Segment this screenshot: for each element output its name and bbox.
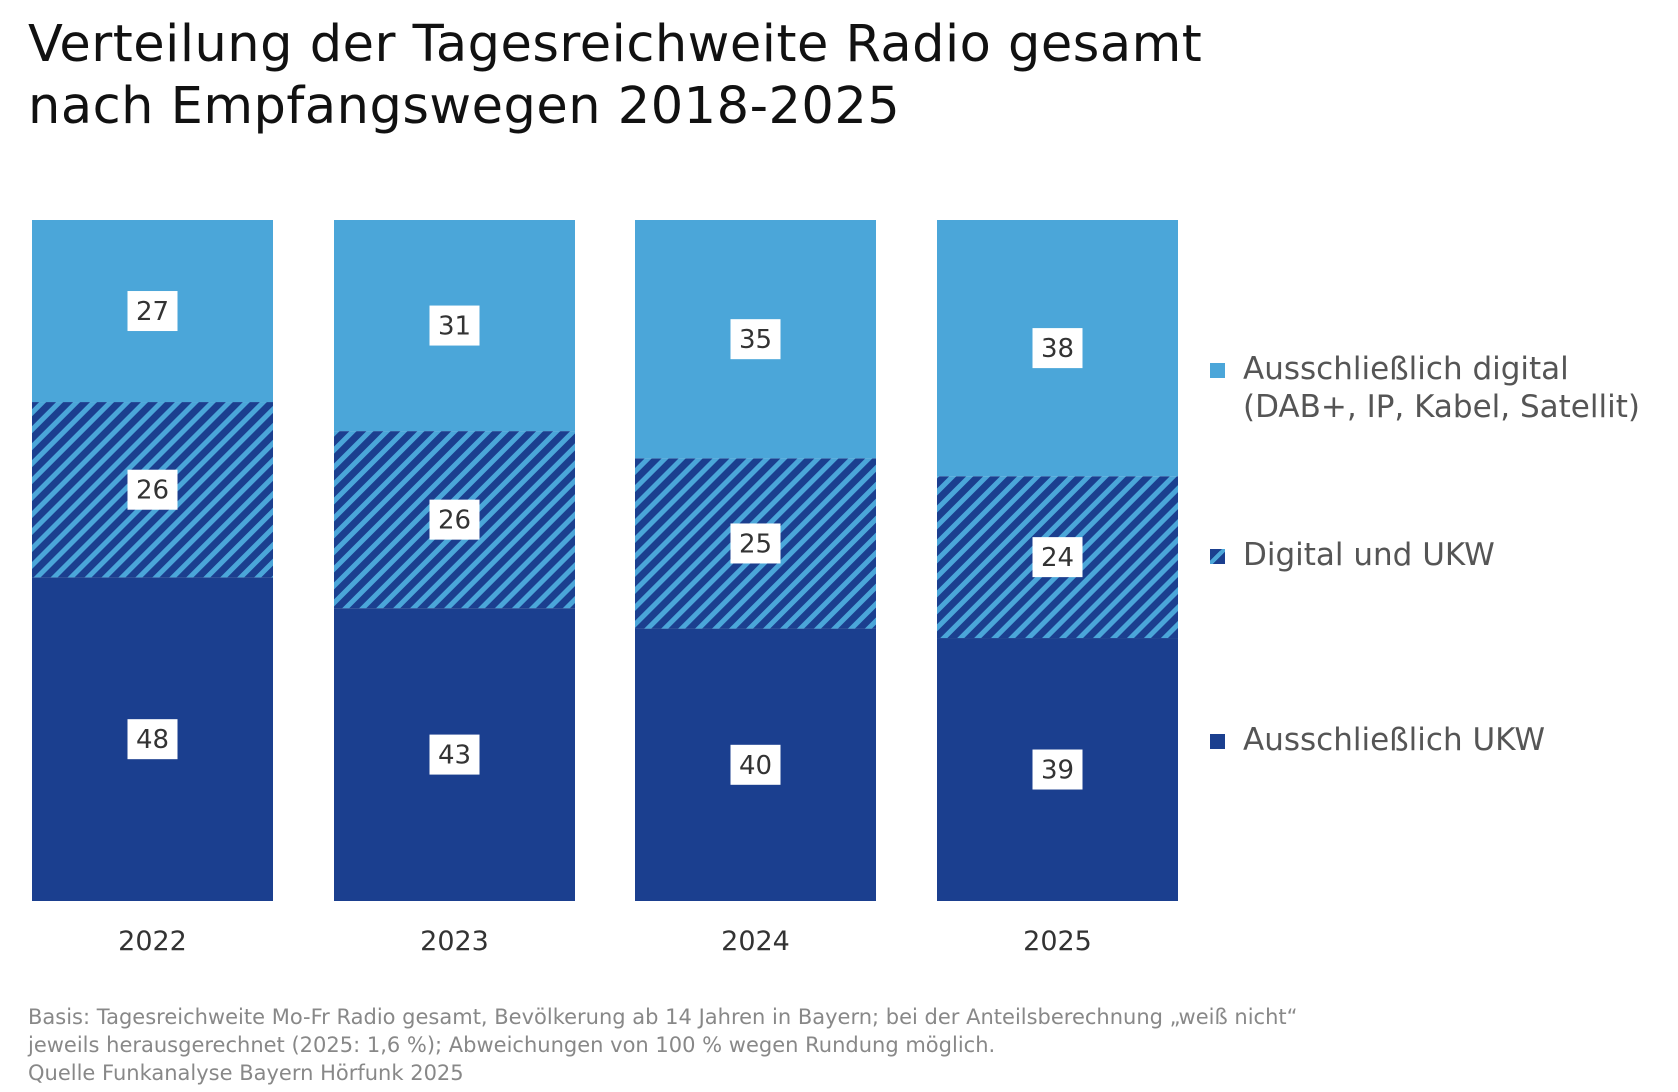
source-note: Quelle Funkanalyse Bayern Hörfunk 2025 [28, 1061, 464, 1085]
data-label-box [429, 499, 480, 540]
data-label-box [730, 319, 781, 360]
data-label-box [429, 734, 480, 775]
data-label: 40 [739, 751, 772, 781]
data-label: 25 [739, 529, 772, 559]
x-tick-label: 2025 [1023, 926, 1092, 957]
x-tick-label: 2022 [118, 926, 187, 957]
footnote: Basis: Tagesreichweite Mo-Fr Radio gesam… [28, 1003, 1298, 1087]
data-label: 31 [438, 312, 471, 342]
legend-item-digital: Ausschließlich digital (DAB+, IP, Kabel,… [1210, 350, 1640, 426]
data-label: 43 [438, 741, 471, 771]
data-label-box [1032, 749, 1083, 790]
data-label: 26 [438, 506, 471, 536]
legend-swatch-digital [1210, 363, 1225, 378]
data-label-box [127, 469, 178, 510]
data-label: 27 [136, 297, 169, 327]
data-label-box [127, 291, 178, 332]
data-label: 48 [136, 725, 169, 755]
data-label-box [730, 744, 781, 785]
data-label-box [1032, 328, 1083, 369]
data-label-box [429, 305, 480, 346]
legend-label-ukw: Ausschließlich UKW [1243, 722, 1546, 758]
data-label-box [730, 523, 781, 564]
legend-label-digital-1: Ausschließlich digital [1243, 351, 1569, 387]
legend-item-mixed: Digital und UKW [1210, 536, 1495, 574]
data-label-box [1032, 537, 1083, 578]
data-label: 26 [136, 476, 169, 506]
title-line-2: nach Empfangswegen 2018-2025 [28, 77, 901, 136]
data-label: 39 [1041, 756, 1074, 786]
data-label: 38 [1041, 334, 1074, 364]
legend-item-ukw: Ausschließlich UKW [1210, 721, 1545, 759]
data-label-box [127, 719, 178, 760]
footnote-line-2: jeweils herausgerechnet (2025: 1,6 %); A… [28, 1033, 996, 1057]
legend-swatch-ukw [1210, 734, 1225, 749]
footnote-line-1: Basis: Tagesreichweite Mo-Fr Radio gesam… [28, 1005, 1298, 1029]
x-tick-label: 2023 [420, 926, 489, 957]
data-label: 24 [1041, 543, 1074, 573]
legend-label-digital-2: (DAB+, IP, Kabel, Satellit) [1243, 389, 1640, 425]
legend-swatch-mixed [1210, 549, 1225, 564]
title-line-1: Verteilung der Tagesreichweite Radio ges… [28, 15, 1203, 74]
legend-label-mixed: Digital und UKW [1243, 537, 1495, 573]
x-tick-label: 2024 [721, 926, 790, 957]
chart-title: Verteilung der Tagesreichweite Radio ges… [28, 14, 1202, 138]
data-label: 35 [739, 325, 772, 355]
